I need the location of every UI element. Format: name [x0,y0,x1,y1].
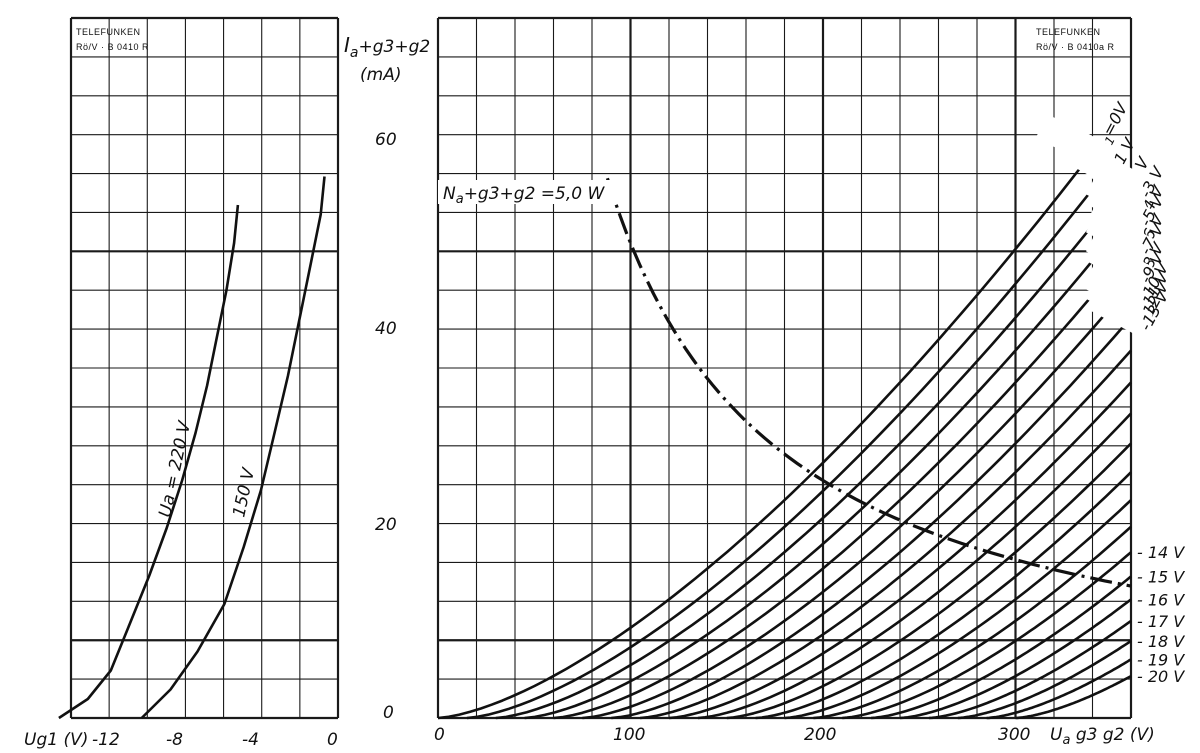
curve-label-backdrop [1085,152,1153,205]
power-limit-label: Na+g3+g2 =5,0 W [443,184,605,207]
transfer-curve-ua-220v [58,204,240,720]
plate-curve-19 [986,658,1132,720]
plate-curve-14 [842,551,1132,720]
right-x-tick-0: 0 [434,725,445,745]
plate-curve-3 [524,212,1133,720]
y-tick-0: 0 [383,703,394,723]
curve-label-18: - 18 V [1137,632,1185,651]
curve-label-20: - 20 V [1137,667,1185,686]
curve-label-backdrop [1085,209,1153,262]
y-axis-unit: (mA) [360,65,401,85]
power-limit-curve [605,177,1132,588]
right-x-tick-200: 200 [804,725,836,745]
left-x-tick-minus8: -8 [166,730,183,750]
curve-label-15: - 15 V [1137,567,1185,586]
left-ref-stamp: Rö/V · B 0410 R [76,42,150,52]
right-x-tick-100: 100 [613,725,645,745]
plate-curve-5 [582,282,1132,720]
plate-curve-1 [466,175,1104,720]
plate-curve-16 [899,598,1132,720]
plate-curve-8 [668,381,1132,720]
left-maker-stamp: TELEFUNKEN [76,27,141,37]
plate-curve-2 [495,194,1118,720]
plate-curve-13 [813,525,1132,720]
plate-curve-9 [697,412,1132,720]
plate-curve-11 [755,471,1132,720]
transfer-curve-ua-150v [140,176,326,719]
y-tick-40: 40 [375,319,397,339]
power-label-backdrop [438,180,618,204]
right-x-tick-300: 300 [998,725,1030,745]
plate-curve-17 [928,619,1132,720]
left-panel-curves [58,176,326,720]
curve-label-16: - 16 V [1137,590,1185,609]
right-x-axis-title: Ua g3 g2 (V) [1050,725,1155,748]
right-ref-stamp: Rö/V · B 0410a R [1036,42,1115,52]
plate-curve-18 [957,639,1132,720]
left-x-tick-minus12: -12 [92,730,120,750]
plate-curve-15 [871,575,1132,720]
curve-label-19: - 19 V [1137,650,1185,669]
right-panel-curves: Ug1=0V-1 V-2 V-3 V-4 V-5 V-6 V-7 V-8 V-9… [437,99,1185,720]
plate-curve-7 [639,349,1132,720]
plate-curve-0 [437,166,1083,720]
right-panel-grid [436,16,1133,720]
curve-label-14: - 14 V [1137,543,1185,562]
plate-curve-10 [726,442,1132,720]
y-axis-title: Ia+g3+g2 [344,33,430,61]
left-x-tick-0: 0 [327,730,338,750]
plate-curve-4 [553,248,1133,720]
left-x-axis-title: Ug1 (V) [24,730,88,750]
label-ua-220v: Ua = 220 V [155,418,195,519]
curve-label-17: - 17 V [1137,612,1185,631]
right-maker-stamp: TELEFUNKEN [1036,27,1101,37]
left-panel-grid [69,16,340,720]
curve-label-backdrop [1085,180,1153,233]
plate-curve-6 [611,316,1132,720]
plate-curve-12 [784,499,1132,720]
curve-label-backdrop [1085,285,1153,338]
curve-label-backdrop [1085,237,1153,290]
y-tick-60: 60 [375,130,397,150]
plate-curve-20 [1015,674,1132,720]
y-tick-20: 20 [375,515,397,535]
left-x-tick-minus4: -4 [242,730,259,750]
